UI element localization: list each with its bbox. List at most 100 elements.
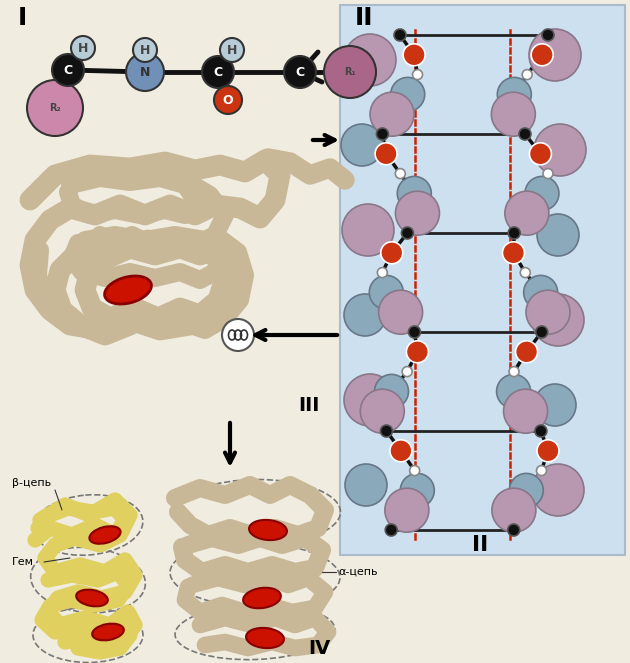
Circle shape <box>524 275 558 310</box>
Text: β-цепь: β-цепь <box>12 478 51 488</box>
Circle shape <box>534 124 586 176</box>
Circle shape <box>410 465 420 475</box>
Circle shape <box>542 29 554 41</box>
Circle shape <box>532 464 584 516</box>
Text: I: I <box>18 6 27 30</box>
Circle shape <box>509 473 543 507</box>
Circle shape <box>379 290 423 334</box>
Circle shape <box>377 268 387 278</box>
Circle shape <box>324 46 376 98</box>
Circle shape <box>27 80 83 136</box>
Circle shape <box>537 465 546 475</box>
Circle shape <box>360 389 404 433</box>
Ellipse shape <box>105 276 151 304</box>
Ellipse shape <box>89 526 120 544</box>
Circle shape <box>535 425 547 437</box>
Circle shape <box>413 70 423 80</box>
Circle shape <box>345 464 387 506</box>
Circle shape <box>214 86 242 114</box>
Circle shape <box>515 341 537 363</box>
Text: II: II <box>472 535 488 555</box>
Circle shape <box>529 143 551 165</box>
Circle shape <box>491 92 536 136</box>
Text: III: III <box>298 396 319 414</box>
Text: R₁: R₁ <box>344 67 356 77</box>
Ellipse shape <box>249 520 287 540</box>
Text: R₂: R₂ <box>49 103 61 113</box>
Circle shape <box>390 440 412 462</box>
Circle shape <box>503 389 547 433</box>
Circle shape <box>126 53 164 91</box>
Circle shape <box>375 143 397 165</box>
Text: C: C <box>64 64 72 76</box>
Circle shape <box>543 168 553 178</box>
Circle shape <box>509 367 519 377</box>
Circle shape <box>385 488 429 532</box>
Ellipse shape <box>243 588 281 608</box>
Circle shape <box>408 326 420 338</box>
Circle shape <box>519 128 531 140</box>
Ellipse shape <box>92 624 124 640</box>
Circle shape <box>344 294 386 336</box>
Circle shape <box>396 191 440 235</box>
Circle shape <box>508 524 520 536</box>
Circle shape <box>391 78 425 111</box>
Circle shape <box>344 34 396 86</box>
Text: C: C <box>214 66 222 78</box>
Circle shape <box>522 70 532 80</box>
Circle shape <box>394 29 406 41</box>
Circle shape <box>370 92 414 136</box>
Circle shape <box>402 367 412 377</box>
Text: N: N <box>140 66 150 78</box>
Text: II: II <box>355 6 374 30</box>
Circle shape <box>71 36 95 60</box>
Circle shape <box>505 191 549 235</box>
Circle shape <box>376 128 389 140</box>
Circle shape <box>222 319 254 351</box>
Circle shape <box>52 54 84 86</box>
Circle shape <box>536 326 547 338</box>
Text: C: C <box>295 66 304 78</box>
Circle shape <box>537 214 579 256</box>
Circle shape <box>385 524 398 536</box>
Text: O: O <box>222 93 233 107</box>
Circle shape <box>496 375 530 408</box>
Circle shape <box>532 294 584 346</box>
Circle shape <box>406 341 428 363</box>
Circle shape <box>341 124 383 166</box>
Circle shape <box>369 275 403 310</box>
Circle shape <box>398 176 432 210</box>
Circle shape <box>529 29 581 81</box>
Circle shape <box>342 204 394 256</box>
Ellipse shape <box>246 628 284 648</box>
Circle shape <box>492 488 536 532</box>
Ellipse shape <box>76 589 108 607</box>
Text: α-цепь: α-цепь <box>338 567 377 577</box>
Text: H: H <box>140 44 150 56</box>
Circle shape <box>497 78 531 111</box>
Circle shape <box>284 56 316 88</box>
Circle shape <box>525 176 559 210</box>
Circle shape <box>403 44 425 66</box>
Circle shape <box>526 290 570 334</box>
FancyBboxPatch shape <box>340 5 625 555</box>
Circle shape <box>220 38 244 62</box>
Circle shape <box>400 473 434 507</box>
Circle shape <box>537 440 559 462</box>
Circle shape <box>531 44 553 66</box>
Circle shape <box>381 242 403 264</box>
Circle shape <box>133 38 157 62</box>
Circle shape <box>381 425 392 437</box>
Text: Гем: Гем <box>12 557 34 567</box>
Circle shape <box>534 384 576 426</box>
Circle shape <box>374 375 408 408</box>
Circle shape <box>401 227 413 239</box>
Circle shape <box>344 374 396 426</box>
Circle shape <box>395 168 405 178</box>
Circle shape <box>508 227 520 239</box>
Text: H: H <box>227 44 237 56</box>
Circle shape <box>202 56 234 88</box>
Circle shape <box>520 268 530 278</box>
Text: IV: IV <box>308 638 330 658</box>
Circle shape <box>503 242 524 264</box>
